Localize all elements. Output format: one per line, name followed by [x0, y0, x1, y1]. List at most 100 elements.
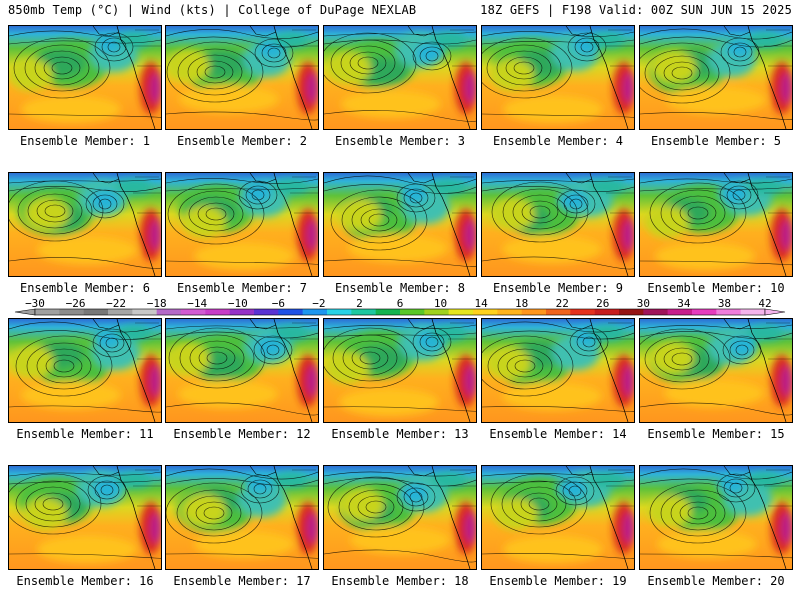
ensemble-map-panel	[323, 25, 477, 130]
colorbar-segment	[521, 309, 547, 315]
ensemble-member-number: 2	[299, 134, 307, 148]
colorbar-segment	[643, 309, 668, 315]
colorbar-tick-label: 14	[474, 297, 488, 310]
colorbar-segment	[181, 309, 206, 315]
ensemble-member-number: 14	[612, 427, 627, 441]
colorbar-segment	[570, 309, 595, 315]
colorbar-tick-label: −14	[187, 297, 208, 310]
ensemble-map-panel	[165, 465, 319, 570]
colorbar-tick-label: −30	[25, 297, 45, 310]
ensemble-member-label-prefix: Ensemble Member:	[647, 427, 763, 441]
ensemble-member-label: Ensemble Member: 5	[637, 134, 795, 148]
colorbar-segment	[667, 309, 693, 315]
ensemble-member-number: 4	[615, 134, 623, 148]
colorbar-segment	[716, 309, 741, 315]
colorbar-tick-label: 42	[758, 297, 772, 310]
ensemble-member-label-prefix: Ensemble Member:	[647, 574, 763, 588]
ensemble-map-panel	[481, 465, 635, 570]
ensemble-member-label-prefix: Ensemble Member:	[647, 281, 763, 295]
ensemble-map-panel	[481, 318, 635, 423]
ensemble-member-label-prefix: Ensemble Member:	[16, 427, 132, 441]
ensemble-member-label: Ensemble Member: 3	[321, 134, 479, 148]
ensemble-map-panel	[639, 318, 793, 423]
colorbar-segment	[546, 309, 571, 315]
ensemble-member-label: Ensemble Member: 7	[163, 281, 321, 295]
colorbar-tick-label: −10	[227, 297, 248, 310]
ensemble-member-label-prefix: Ensemble Member:	[492, 134, 609, 148]
colorbar-segment	[83, 309, 109, 315]
ensemble-member-number: 17	[296, 574, 311, 588]
ensemble-member-label-prefix: Ensemble Member:	[173, 574, 289, 588]
ensemble-member-number: 15	[770, 427, 785, 441]
colorbar-tick-label: 18	[515, 297, 529, 310]
colorbar-tick-label: −22	[106, 297, 127, 310]
ensemble-member-label: Ensemble Member: 15	[637, 427, 795, 441]
colorbar-tick-label: 34	[677, 297, 691, 310]
ensemble-member-label-prefix: Ensemble Member:	[489, 574, 605, 588]
ensemble-map-panel	[639, 172, 793, 277]
ensemble-map-panel	[8, 172, 162, 277]
ensemble-member-label: Ensemble Member: 1	[6, 134, 164, 148]
colorbar-segment	[448, 309, 474, 315]
colorbar-segment	[594, 309, 620, 315]
ensemble-map-panel	[165, 172, 319, 277]
colorbar-segment	[619, 309, 644, 315]
ensemble-member-label: Ensemble Member: 16	[6, 574, 164, 588]
ensemble-member-label-prefix: Ensemble Member:	[176, 134, 293, 148]
ensemble-member-number: 3	[457, 134, 465, 148]
colorbar-segment	[59, 309, 84, 315]
colorbar-tick-label: 22	[555, 297, 569, 310]
ensemble-member-label: Ensemble Member: 9	[479, 281, 637, 295]
ensemble-member-number: 16	[139, 574, 154, 588]
colorbar-segment	[473, 309, 498, 315]
ensemble-member-number: 5	[773, 134, 781, 148]
ensemble-member-number: 7	[299, 281, 307, 295]
header-run-info: 18Z GEFS | F198 Valid: 00Z SUN JUN 15 20…	[480, 3, 792, 17]
colorbar-tick-label: 30	[636, 297, 650, 310]
colorbar-segment	[351, 309, 376, 315]
colorbar-tick-label: 10	[433, 297, 448, 310]
ensemble-member-number: 10	[770, 281, 785, 295]
colorbar-tick-label: −6	[271, 297, 285, 310]
ensemble-member-label: Ensemble Member: 4	[479, 134, 637, 148]
ensemble-map-panel	[481, 25, 635, 130]
ensemble-member-label-prefix: Ensemble Member:	[492, 281, 609, 295]
header-title: 850mb Temp (°C) | Wind (kts) | College o…	[8, 3, 417, 17]
ensemble-member-label-prefix: Ensemble Member:	[331, 427, 447, 441]
ensemble-member-label: Ensemble Member: 11	[6, 427, 164, 441]
ensemble-member-label-prefix: Ensemble Member:	[19, 134, 136, 148]
ensemble-member-label-prefix: Ensemble Member:	[19, 281, 136, 295]
colorbar-tick-label: −18	[146, 297, 167, 310]
ensemble-member-label-prefix: Ensemble Member:	[334, 134, 451, 148]
ensemble-member-label: Ensemble Member: 17	[163, 574, 321, 588]
colorbar-tick-label: 26	[596, 297, 610, 310]
ensemble-member-label: Ensemble Member: 12	[163, 427, 321, 441]
colorbar-segment	[740, 309, 766, 315]
ensemble-map-panel	[639, 25, 793, 130]
ensemble-member-number: 12	[296, 427, 311, 441]
colorbar-segment	[108, 309, 133, 315]
colorbar-tick-label: −26	[65, 297, 86, 310]
ensemble-member-label: Ensemble Member: 2	[163, 134, 321, 148]
ensemble-member-number: 9	[615, 281, 623, 295]
ensemble-member-label: Ensemble Member: 6	[6, 281, 164, 295]
ensemble-member-number: 20	[770, 574, 785, 588]
colorbar-segment	[132, 309, 157, 315]
colorbar-segment	[302, 309, 328, 315]
ensemble-member-label-prefix: Ensemble Member:	[16, 574, 132, 588]
colorbar-segment	[375, 309, 401, 315]
colorbar-tick-label: 6	[396, 297, 404, 310]
ensemble-member-label-prefix: Ensemble Member:	[334, 281, 451, 295]
colorbar-segment	[156, 309, 182, 315]
ensemble-member-number: 6	[142, 281, 150, 295]
ensemble-member-label: Ensemble Member: 8	[321, 281, 479, 295]
colorbar-max-arrow	[764, 308, 786, 316]
ensemble-member-label: Ensemble Member: 13	[321, 427, 479, 441]
ensemble-map-panel	[323, 318, 477, 423]
colorbar-segment	[400, 309, 425, 315]
ensemble-member-label: Ensemble Member: 14	[479, 427, 637, 441]
colorbar-segment	[35, 309, 60, 315]
ensemble-map-panel	[8, 318, 162, 423]
colorbar-segment	[229, 309, 255, 315]
ensemble-member-number: 19	[612, 574, 627, 588]
